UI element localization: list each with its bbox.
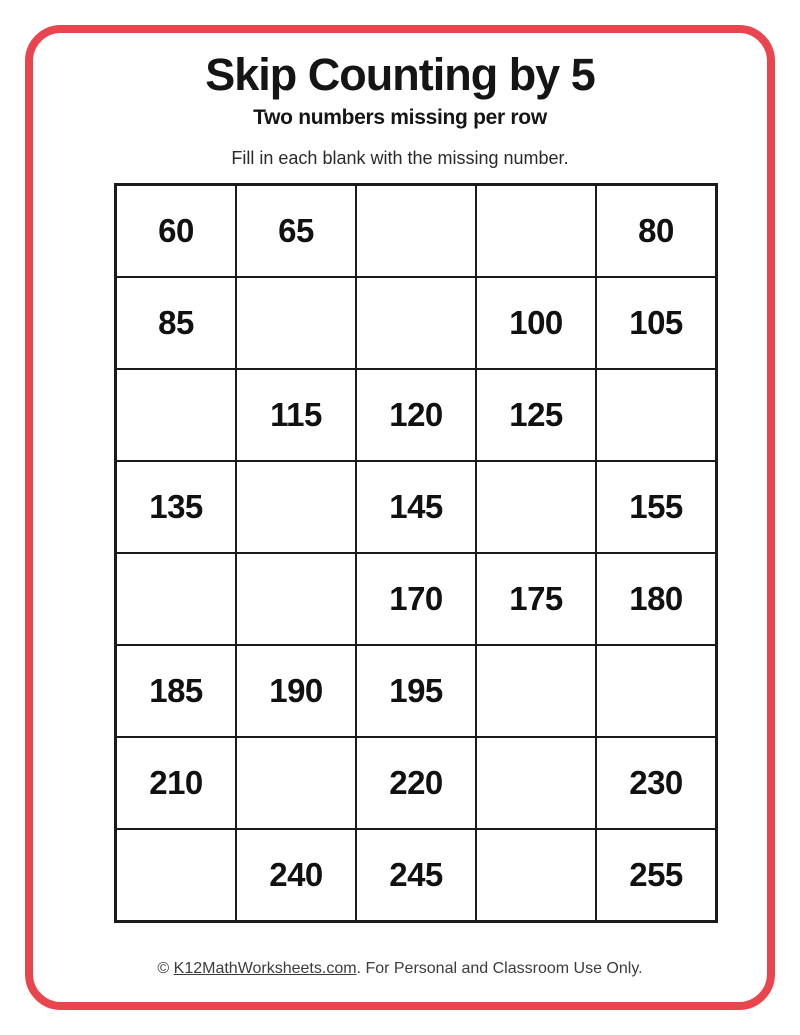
grid-cell-filled: 195 <box>355 644 477 738</box>
grid-cell-filled: 245 <box>355 828 477 923</box>
grid-cell-blank <box>235 552 357 646</box>
instruction-text: Fill in each blank with the missing numb… <box>231 148 569 168</box>
grid-cell-blank <box>114 368 237 462</box>
grid-cell-filled: 125 <box>475 368 597 462</box>
grid-cell-blank <box>235 460 357 554</box>
grid-cell-blank <box>355 183 477 278</box>
grid-cell-filled: 230 <box>595 736 718 830</box>
grid-cell-filled: 185 <box>114 644 237 738</box>
grid-cell-filled: 240 <box>235 828 357 923</box>
grid-cell-blank <box>475 183 597 278</box>
grid-cell-filled: 120 <box>355 368 477 462</box>
grid-cell-blank <box>235 276 357 370</box>
grid-cell-filled: 155 <box>595 460 718 554</box>
grid-cell-blank <box>475 644 597 738</box>
grid-cell-filled: 60 <box>114 183 237 278</box>
grid-cell-blank <box>114 552 237 646</box>
grid-cell-filled: 255 <box>595 828 718 923</box>
grid-cell-blank <box>475 460 597 554</box>
grid-row: 240 245 255 <box>114 828 718 923</box>
grid-row: 210 220 230 <box>114 736 718 830</box>
grid-cell-filled: 135 <box>114 460 237 554</box>
grid-cell-blank <box>235 736 357 830</box>
grid-row: 170 175 180 <box>114 552 718 646</box>
grid-cell-filled: 145 <box>355 460 477 554</box>
worksheet-grid: 60 65 80 85 100 105 115 120 125 135 145 155 170 175 18… <box>114 183 718 923</box>
page-subtitle: Two numbers missing per row <box>253 106 547 129</box>
grid-row: 60 65 80 <box>114 183 718 278</box>
grid-row: 85 100 105 <box>114 276 718 370</box>
grid-cell-filled: 220 <box>355 736 477 830</box>
grid-cell-filled: 210 <box>114 736 237 830</box>
grid-cell-filled: 65 <box>235 183 357 278</box>
worksheet-grid-body: 60 65 80 85 100 105 115 120 125 135 145 155 170 175 18… <box>114 183 718 923</box>
grid-cell-blank <box>475 828 597 923</box>
grid-cell-filled: 175 <box>475 552 597 646</box>
grid-row: 185 190 195 <box>114 644 718 738</box>
grid-row: 135 145 155 <box>114 460 718 554</box>
grid-cell-filled: 170 <box>355 552 477 646</box>
k12mathworksheets-link[interactable]: K12MathWorksheets.com <box>173 960 357 977</box>
grid-cell-blank <box>114 828 237 923</box>
grid-cell-blank <box>595 644 718 738</box>
grid-cell-blank <box>475 736 597 830</box>
grid-cell-filled: 105 <box>595 276 718 370</box>
footer-usage-text: . For Personal and Classroom Use Only. <box>356 960 643 977</box>
grid-cell-filled: 180 <box>595 552 718 646</box>
footer-copyright: © K12MathWorksheets.com. For Personal an… <box>0 960 800 978</box>
grid-cell-filled: 85 <box>114 276 237 370</box>
grid-cell-blank <box>355 276 477 370</box>
grid-cell-filled: 100 <box>475 276 597 370</box>
grid-cell-blank <box>595 368 718 462</box>
page-title: Skip Counting by 5 <box>205 49 596 100</box>
grid-cell-filled: 80 <box>595 183 718 278</box>
grid-row: 115 120 125 <box>114 368 718 462</box>
grid-cell-filled: 190 <box>235 644 357 738</box>
copyright-symbol: © <box>157 960 174 977</box>
grid-cell-filled: 115 <box>235 368 357 462</box>
